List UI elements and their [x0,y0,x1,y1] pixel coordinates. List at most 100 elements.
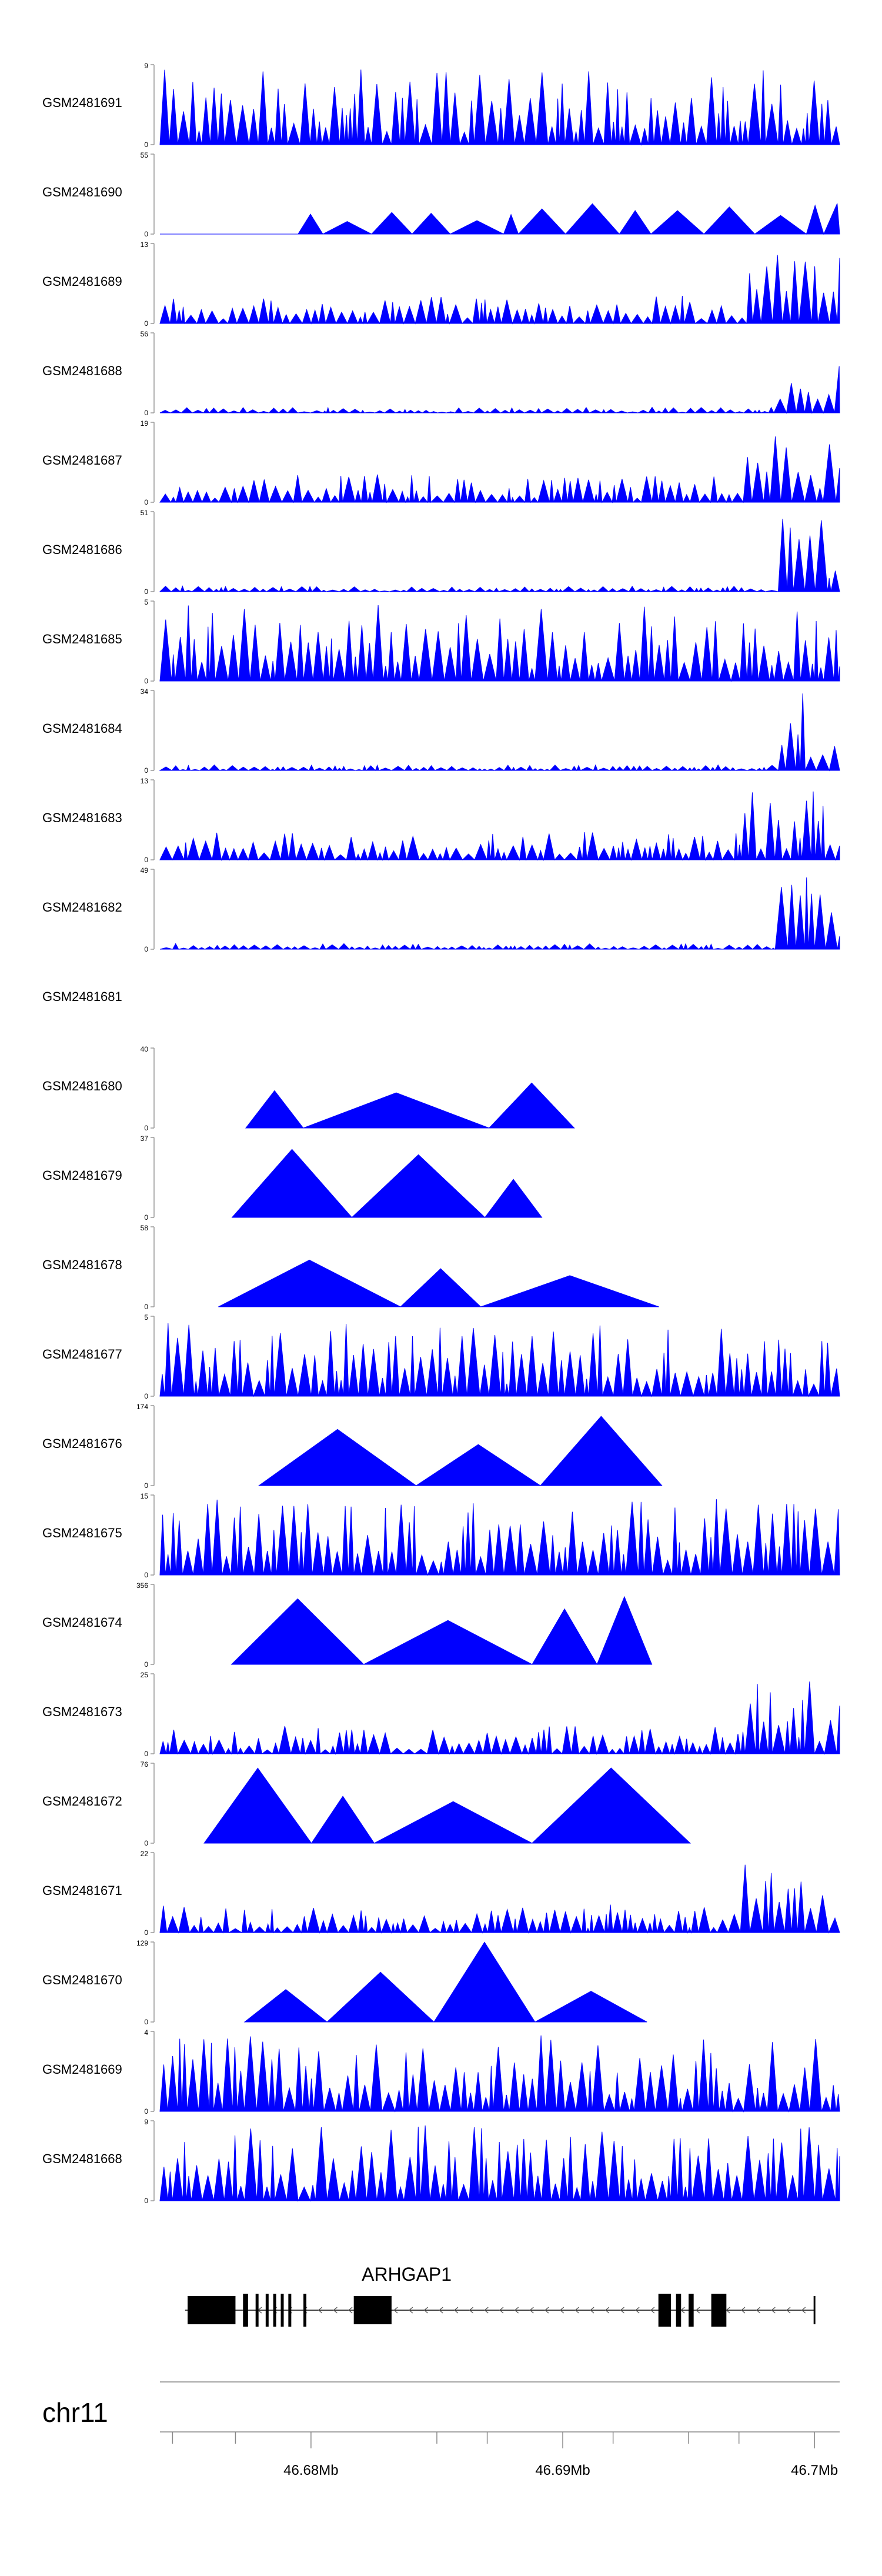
y-max-label: 56 [141,330,149,338]
strand-arrow [408,2307,413,2314]
x-tick-label: 46.68Mb [283,2462,338,2478]
coverage-area [160,203,840,235]
track-label: GSM2481674 [42,1615,122,1630]
exon-block [658,2294,671,2327]
y-min-label: 0 [144,230,148,238]
track-GSM2481686: GSM2481686 51 0 [42,509,840,596]
y-min-label: 0 [144,1392,148,1400]
track-label: GSM2481685 [42,632,122,646]
gene-model-track: ARHGAP1 [185,2264,816,2327]
track-label: GSM2481683 [42,810,122,825]
y-min-label: 0 [144,319,148,328]
strand-arrow [590,2307,594,2314]
y-max-label: 15 [141,1492,149,1500]
track-GSM2481672: GSM2481672 76 0 [42,1760,691,1847]
y-min-label: 0 [144,2197,148,2205]
y-min-label: 0 [144,1303,148,1311]
exon-block [243,2294,248,2327]
strand-arrow [393,2307,398,2314]
track-label: GSM2481682 [42,900,122,915]
track-GSM2481669: GSM2481669 4 0 [42,2028,840,2115]
strand-arrow [801,2307,806,2314]
coverage-area [159,2035,840,2113]
coverage-area [159,1681,840,1755]
track-label: GSM2481678 [42,1257,122,1272]
exon-block [689,2294,694,2327]
y-min-label: 0 [144,1660,148,1669]
coverage-area [159,69,840,146]
coverage-area [159,877,840,950]
coverage-area [159,255,840,325]
track-label: GSM2481676 [42,1436,122,1451]
track-GSM2481674: GSM2481674 356 0 [42,1581,653,1669]
coverage-area [159,693,840,772]
strand-arrow [318,2307,323,2314]
coverage-tracks: GSM248169190GSM2481690550GSM2481689130GS… [42,62,840,2205]
track-label: GSM2481691 [42,95,122,110]
y-max-label: 129 [136,1939,148,1947]
chromosome-label: chr11 [42,2397,108,2428]
y-min-label: 0 [144,588,148,596]
track-label: GSM2481677 [42,1347,122,1362]
y-max-label: 22 [141,1850,149,1858]
coverage-area [159,518,840,593]
track-GSM2481668: GSM2481668 9 0 [42,2118,840,2205]
track-GSM2481684: GSM2481684 34 0 [42,688,840,775]
y-max-label: 9 [144,2118,148,2126]
coverage-area [159,1864,840,1934]
track-GSM2481670: GSM2481670 129 0 [42,1939,647,2026]
track-label: GSM2481686 [42,542,122,557]
strand-arrow [574,2307,579,2314]
strand-arrow [696,2307,700,2314]
strand-arrow [484,2307,489,2314]
coverage-area [159,366,840,414]
coverage-area [258,1416,663,1486]
coverage-area [159,2125,840,2202]
y-max-label: 58 [141,1224,149,1232]
track-GSM2481673: GSM2481673 25 0 [42,1671,840,1758]
exon-block [280,2294,284,2327]
strand-arrow [514,2307,519,2314]
strand-arrow [423,2307,428,2314]
strand-arrow [771,2307,776,2314]
y-max-label: 34 [141,688,149,696]
y-max-label: 37 [141,1134,149,1143]
gene-name-label: ARHGAP1 [362,2264,452,2285]
strand-arrow [741,2307,746,2314]
coverage-area [159,436,840,503]
track-GSM2481681: GSM2481681 [42,989,122,1004]
y-max-label: 49 [141,866,149,875]
coverage-area [159,605,840,682]
strand-arrow [635,2307,640,2314]
exon-block [288,2294,292,2327]
y-max-label: 13 [141,777,149,785]
y-min-label: 0 [144,141,148,149]
y-max-label: 51 [141,509,149,517]
y-max-label: 5 [144,1313,148,1322]
y-min-label: 0 [144,766,148,775]
y-min-label: 0 [144,409,148,417]
y-min-label: 0 [144,1750,148,1758]
y-max-label: 174 [136,1403,148,1411]
coverage-area [243,1941,647,2023]
track-GSM2481691: GSM2481691 9 0 [42,62,840,149]
track-label: GSM2481671 [42,1883,122,1898]
y-min-label: 0 [144,945,148,953]
coverage-area [245,1082,575,1129]
coverage-area [218,1259,659,1307]
y-max-label: 4 [144,2028,148,2037]
strand-arrow [650,2307,655,2314]
y-max-label: 9 [144,62,148,70]
track-GSM2481671: GSM2481671 22 0 [42,1850,840,1937]
track-label: GSM2481679 [42,1168,122,1183]
track-GSM2481680: GSM2481680 40 0 [42,1045,575,1132]
coverage-area [230,1596,653,1666]
exon-block [265,2294,269,2327]
y-min-label: 0 [144,1839,148,1847]
coverage-area [203,1767,691,1844]
strand-arrow [620,2307,624,2314]
exon-block [353,2296,392,2324]
strand-arrow [544,2307,549,2314]
track-GSM2481682: GSM2481682 49 0 [42,866,840,953]
